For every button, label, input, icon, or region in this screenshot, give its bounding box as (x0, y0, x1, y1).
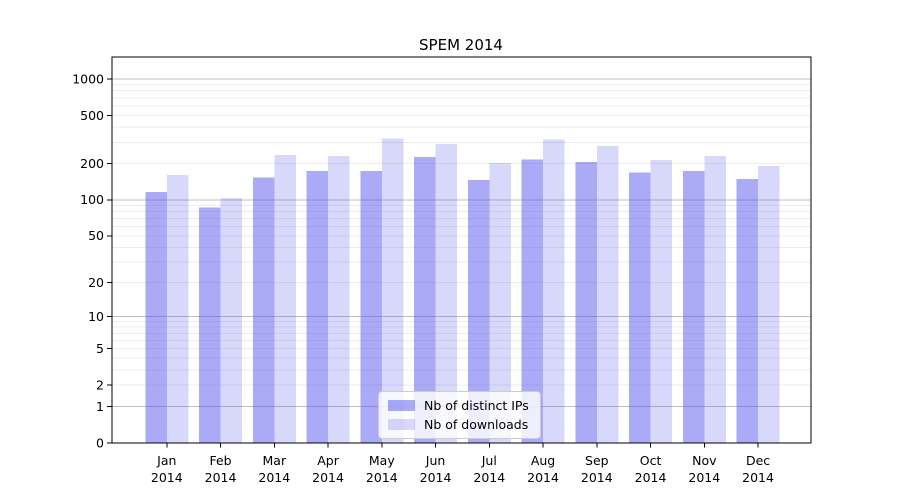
x-tick-label-month: Apr (317, 453, 339, 468)
y-tick-label: 5 (96, 341, 104, 356)
legend-item-distinct-ips: Nb of distinct IPs (388, 399, 529, 412)
bar-distinct-ips-jul (467, 180, 490, 444)
x-tick-label-year: 2014 (205, 470, 237, 485)
x-tick-label-year: 2014 (151, 470, 183, 485)
x-tick-label-month: Mar (263, 453, 287, 468)
bar-distinct-ips-jun (414, 157, 436, 443)
bar-distinct-ips-may (360, 170, 382, 443)
legend-item-downloads: Nb of downloads (388, 418, 529, 431)
x-tick-label-year: 2014 (688, 470, 720, 485)
y-tick-label: 20 (88, 275, 104, 290)
bar-downloads-feb (220, 197, 243, 443)
x-tick-label-month: Aug (531, 453, 555, 468)
x-tick-label-year: 2014 (366, 470, 398, 485)
x-tick-label-month: Feb (209, 453, 231, 468)
bar-downloads-mar (274, 154, 296, 443)
y-tick-label: 1 (96, 399, 104, 414)
y-tick-label: 1000 (72, 71, 104, 86)
bar-downloads-may (381, 138, 404, 443)
bar-downloads-jan (166, 174, 189, 443)
y-tick-label: 10 (88, 309, 104, 324)
bar-downloads-jul (489, 162, 511, 443)
x-tick-label-year: 2014 (473, 470, 505, 485)
bar-distinct-ips-aug (521, 159, 544, 443)
x-tick-label-year: 2014 (420, 470, 452, 485)
x-tick-label-year: 2014 (258, 470, 290, 485)
legend: Nb of distinct IPs Nb of downloads (378, 391, 541, 439)
x-tick-label-month: Jun (425, 453, 446, 468)
bar-distinct-ips-oct (629, 172, 651, 444)
bar-downloads-sep (596, 145, 619, 443)
plot-frame (111, 56, 812, 444)
x-tick-label-year: 2014 (742, 470, 774, 485)
y-tick-label: 50 (88, 228, 104, 243)
y-tick-label: 500 (80, 108, 104, 123)
x-tick-label-year: 2014 (635, 470, 667, 485)
x-tick-label-month: Sep (585, 453, 609, 468)
x-tick-label-month: Jul (481, 453, 497, 468)
bar-downloads-aug (543, 139, 565, 444)
bar-downloads-jun (435, 143, 458, 443)
x-tick-label-month: Dec (746, 453, 770, 468)
bar-distinct-ips-feb (199, 207, 221, 443)
y-tick-label: 0 (96, 435, 104, 450)
bar-distinct-ips-nov (682, 170, 705, 443)
legend-label-downloads: Nb of downloads (424, 417, 529, 432)
x-tick-label-month: Nov (692, 453, 717, 468)
bar-distinct-ips-apr (306, 170, 329, 443)
x-tick-label-month: May (369, 453, 395, 468)
legend-label-distinct-ips: Nb of distinct IPs (424, 398, 529, 413)
chart-title: SPEM 2014 (419, 36, 503, 54)
y-tick-label: 200 (80, 156, 104, 171)
bar-distinct-ips-jan (145, 192, 167, 443)
x-tick-label-year: 2014 (527, 470, 559, 485)
x-tick-label-year: 2014 (581, 470, 613, 485)
x-tick-label-year: 2014 (312, 470, 344, 485)
y-tick-label: 2 (96, 377, 104, 392)
bar-distinct-ips-dec (736, 179, 759, 443)
x-tick-label-month: Jan (156, 453, 176, 468)
bar-distinct-ips-sep (575, 162, 597, 443)
bar-downloads-dec (758, 165, 780, 444)
bar-distinct-ips-mar (252, 177, 275, 444)
legend-swatch-distinct-ips (388, 400, 415, 411)
bar-downloads-oct (650, 160, 673, 444)
bar-downloads-nov (704, 156, 726, 443)
y-tick-label: 100 (80, 192, 104, 207)
bar-downloads-apr (328, 156, 350, 443)
legend-swatch-downloads (388, 419, 415, 430)
x-tick-label-month: Oct (640, 453, 662, 468)
